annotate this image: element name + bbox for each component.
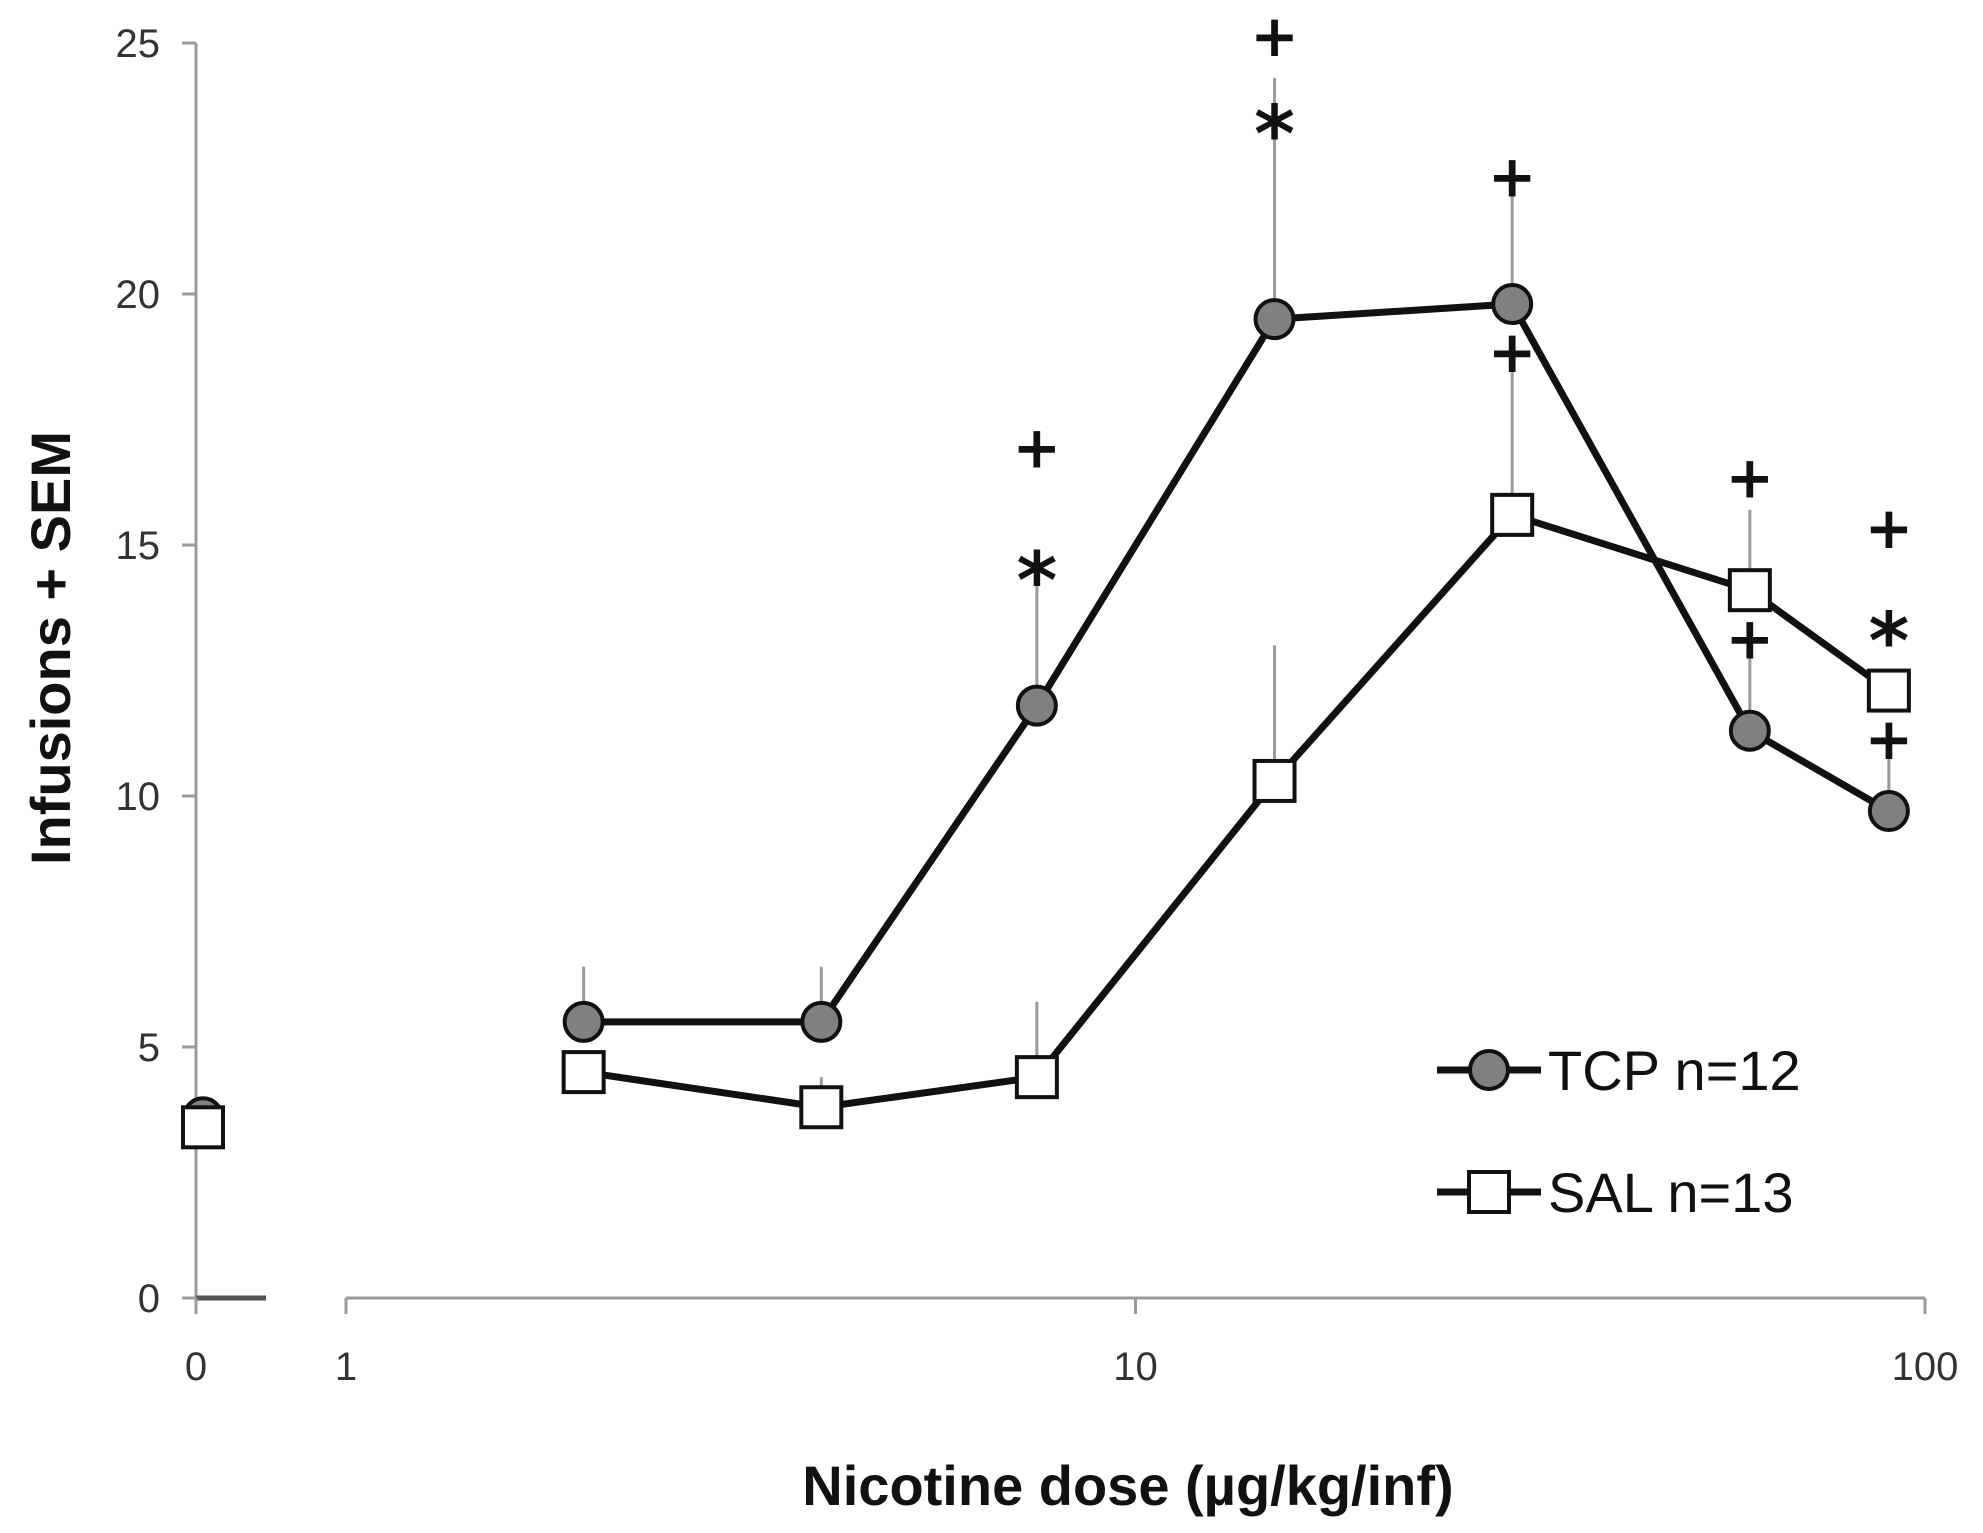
square-marker — [799, 1085, 844, 1130]
legend-label: SAL n=13 — [1548, 1161, 1793, 1224]
square-marker — [1014, 1055, 1059, 1100]
significance-star: * — [1254, 90, 1295, 180]
x-tick-label: 100 — [1892, 1345, 1959, 1389]
y-tick-label: 10 — [116, 775, 161, 819]
circle-marker — [1491, 283, 1534, 326]
circle-marker — [562, 1000, 605, 1043]
x-tick-label: 10 — [1113, 1345, 1158, 1389]
significance-annotations: * + * + + + + + * + + — [1013, 2, 1914, 773]
square-marker — [1467, 1170, 1511, 1214]
square-marker — [1866, 668, 1911, 713]
square-marker — [1252, 758, 1297, 803]
significance-plus: + — [1726, 604, 1775, 672]
square-marker — [561, 1050, 606, 1095]
series-line — [583, 300, 1891, 1026]
y-tick-label: 0 — [138, 1277, 160, 1321]
series-lines — [583, 300, 1891, 1111]
y-axis-title: Infusions + SEM — [19, 431, 82, 865]
circle-marker — [1253, 298, 1296, 341]
significance-star: * — [1016, 537, 1057, 627]
y-tick-label: 5 — [138, 1026, 160, 1070]
series-line — [583, 511, 1891, 1111]
square-marker — [1490, 492, 1535, 537]
significance-plus: + — [1488, 318, 1537, 386]
x-tick-label: 0 — [185, 1345, 207, 1389]
significance-plus: + — [1726, 444, 1775, 512]
circle-marker — [1015, 684, 1058, 727]
x-axis-title: Nicotine dose (µg/kg/inf) — [802, 1454, 1453, 1517]
significance-plus: + — [1865, 705, 1914, 773]
circle-marker — [1728, 709, 1771, 752]
data-markers — [181, 283, 1911, 1150]
y-tick-label: 25 — [116, 22, 161, 66]
circle-marker — [800, 1000, 843, 1043]
axes: 0 5 10 15 20 25 0 1 10 100 — [116, 22, 1959, 1389]
circle-marker — [1867, 790, 1910, 833]
circle-marker — [1468, 1049, 1510, 1091]
legend-label: TCP n=12 — [1548, 1039, 1801, 1102]
legend: TCP n=12 SAL n=13 — [1437, 1039, 1801, 1224]
significance-plus: + — [1013, 414, 1062, 482]
square-marker — [181, 1105, 225, 1150]
y-tick-label: 15 — [116, 524, 161, 568]
significance-plus: + — [1865, 494, 1914, 562]
significance-plus: + — [1250, 2, 1299, 70]
x-tick-label: 1 — [335, 1345, 357, 1389]
error-bars — [582, 78, 1891, 1108]
significance-star: * — [1868, 597, 1909, 687]
square-marker — [1727, 568, 1772, 613]
y-tick-label: 20 — [116, 273, 161, 317]
significance-plus: + — [1488, 143, 1537, 211]
